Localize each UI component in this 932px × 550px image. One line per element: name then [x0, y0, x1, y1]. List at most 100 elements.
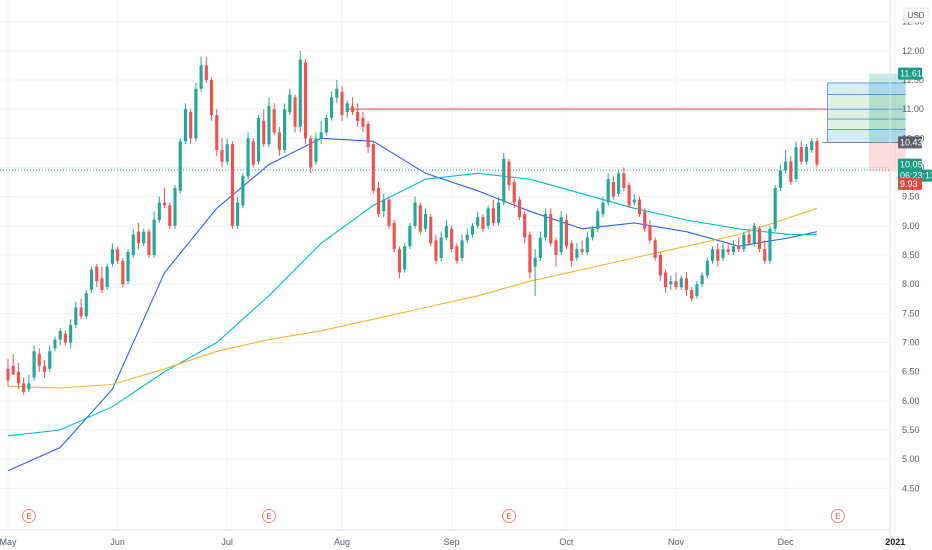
candle [22, 377, 26, 395]
price-tag-text: 10.43 [900, 137, 923, 147]
candle-body [48, 351, 52, 369]
candle-body [590, 228, 595, 238]
candle [763, 240, 767, 264]
candle [189, 109, 193, 145]
position-box[interactable] [822, 73, 906, 172]
candle [455, 243, 459, 264]
candle-body [549, 214, 553, 244]
candle [283, 103, 287, 153]
candle [752, 222, 756, 247]
candle-body [116, 249, 120, 261]
candle-body [330, 97, 334, 118]
candle-body [460, 240, 464, 258]
candle-body [251, 141, 255, 165]
candle-body [502, 158, 506, 203]
candle [225, 138, 229, 165]
candle [804, 144, 809, 165]
candle-body [11, 365, 15, 375]
candle [450, 225, 454, 253]
candle [173, 185, 177, 229]
candle [444, 220, 448, 241]
y-tick-label: 6.00 [902, 396, 920, 406]
candle-body [397, 249, 401, 273]
candle-body [168, 205, 172, 226]
candle [434, 234, 438, 264]
candle-body [58, 330, 62, 340]
candle [669, 275, 673, 290]
candle-body [89, 269, 94, 290]
candle-body [533, 257, 537, 267]
x-tick-label: Jul [221, 537, 233, 547]
moving-average-line [7, 172, 817, 437]
candle-body [444, 225, 448, 238]
candle-body [632, 199, 636, 203]
candle-body [387, 199, 391, 226]
candle [100, 266, 104, 293]
candle-body [189, 112, 193, 139]
candle [256, 115, 261, 165]
candle [32, 345, 36, 381]
candle-body [42, 365, 47, 372]
earnings-marker[interactable]: E [502, 509, 517, 523]
candle-body [637, 199, 642, 215]
price-tag-text: 9.93 [900, 179, 918, 189]
profit-zone [869, 73, 906, 143]
candle [84, 290, 88, 320]
earnings-marker[interactable]: E [830, 509, 845, 523]
y-tick-label: 11.50 [902, 75, 924, 85]
candle-body [512, 182, 516, 203]
earnings-label: E [266, 512, 271, 521]
candle [627, 182, 631, 209]
candle [147, 228, 151, 258]
candle-body [100, 278, 104, 290]
candle [340, 85, 344, 121]
earnings-marker[interactable]: E [261, 509, 276, 523]
y-tick-label: 6.50 [902, 367, 920, 377]
candle [293, 94, 297, 133]
candle-body [470, 225, 475, 235]
candle [721, 243, 725, 261]
candle [679, 275, 683, 290]
candle [497, 196, 501, 226]
candle [79, 298, 83, 320]
candle [157, 196, 161, 223]
candle [794, 141, 798, 183]
candle-body [194, 88, 198, 139]
y-tick-label: 5.00 [902, 454, 920, 464]
candle-body [74, 307, 78, 325]
candle-body [664, 272, 668, 288]
price-tag-bg [898, 67, 922, 80]
candle-body [815, 141, 819, 165]
candle-body [679, 278, 683, 288]
candle-body [69, 325, 73, 343]
candle [491, 199, 495, 226]
candle [486, 205, 490, 229]
candle [533, 249, 537, 296]
candle [470, 222, 475, 238]
candle [606, 173, 610, 206]
candle-body [220, 150, 224, 162]
candle-body [627, 185, 631, 206]
candle-body [423, 214, 428, 229]
candle-body [136, 231, 141, 244]
candle [183, 103, 188, 145]
candle [387, 196, 391, 229]
candle-body [486, 208, 490, 226]
candle-body [298, 59, 302, 127]
earnings-marker[interactable]: E [21, 509, 36, 523]
candle [350, 97, 355, 115]
candle [768, 225, 772, 264]
candle-body [596, 211, 600, 229]
candle [653, 237, 657, 261]
candle-body [403, 246, 407, 270]
candle [575, 243, 579, 261]
candle-body [142, 231, 146, 244]
candle [731, 240, 735, 255]
candle-body [163, 202, 167, 206]
candle [757, 225, 762, 253]
x-tick-label: Sep [444, 537, 460, 547]
candle [53, 336, 57, 352]
candle [465, 228, 469, 244]
